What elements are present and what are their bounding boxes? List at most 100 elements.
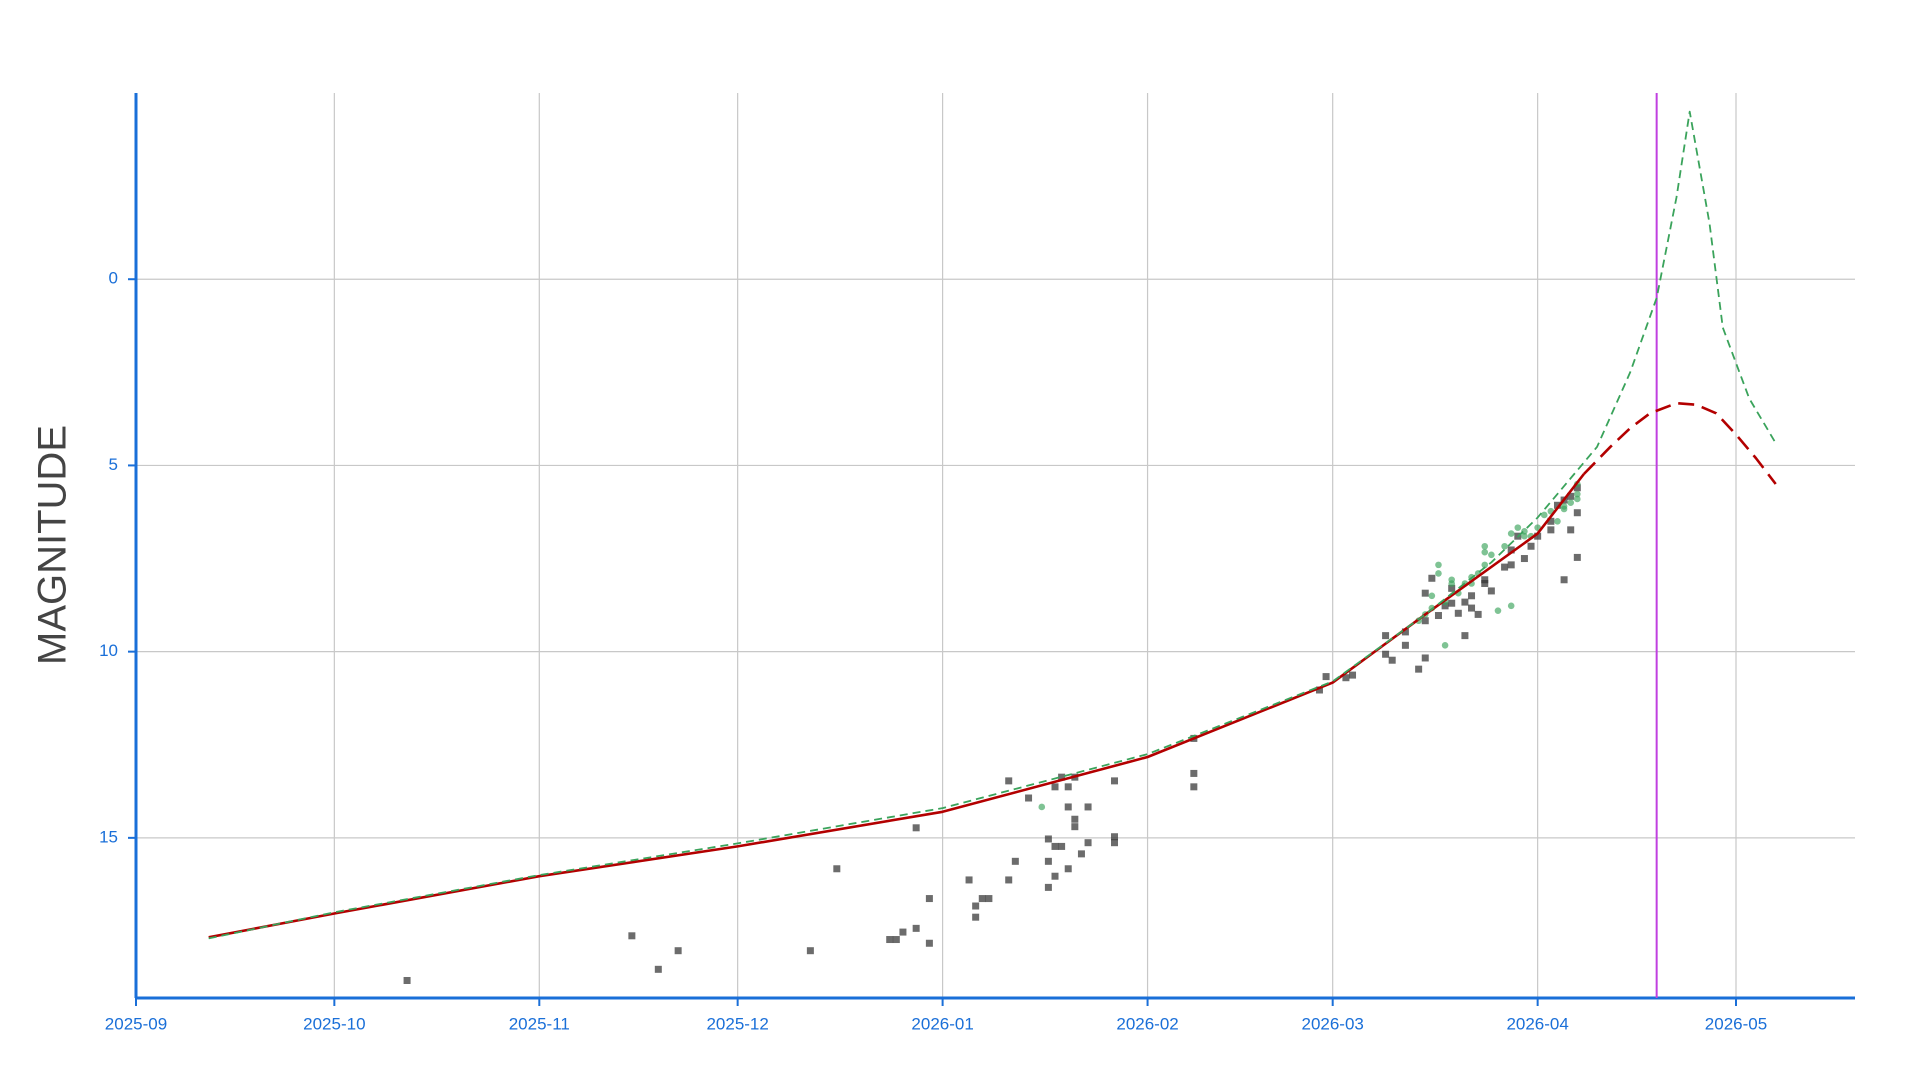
- observation-square: [1434, 612, 1442, 620]
- observation-square: [1051, 872, 1059, 880]
- observation-square: [965, 876, 973, 884]
- y-axis-label: MAGNITUDE: [31, 425, 75, 665]
- observation-square: [892, 936, 900, 944]
- observation-square: [1111, 777, 1119, 785]
- observation-square: [925, 939, 933, 947]
- observation-square: [674, 947, 682, 955]
- observation-square: [1421, 589, 1429, 597]
- observation-square: [1553, 501, 1561, 509]
- observation-square: [972, 902, 980, 910]
- x-tick-label: 2025-11: [509, 1014, 570, 1033]
- observation-square: [1468, 604, 1476, 612]
- y-tick-label: 0: [109, 269, 118, 288]
- observation-square: [1401, 641, 1409, 649]
- observation-dot: [1560, 505, 1568, 513]
- observation-square: [1190, 769, 1198, 777]
- observation-square: [925, 895, 933, 903]
- observation-dot: [1481, 548, 1489, 556]
- fit-line: [208, 110, 1777, 940]
- observation-dot: [1488, 551, 1495, 559]
- observation-dot: [1521, 532, 1528, 540]
- observation-square: [1077, 850, 1085, 858]
- x-tick-label: 2026-05: [1705, 1014, 1767, 1033]
- observation-dot: [1481, 542, 1489, 550]
- observation-square: [1481, 576, 1489, 584]
- observation-square: [1051, 842, 1059, 850]
- observation-square: [1044, 883, 1052, 891]
- observation-square: [1071, 815, 1079, 823]
- observation-square: [1428, 574, 1436, 582]
- observation-square: [1084, 803, 1092, 811]
- x-tick-label: 2025-10: [303, 1014, 365, 1033]
- observation-square: [1567, 526, 1575, 534]
- observation-square: [1560, 576, 1568, 584]
- observation-square: [1573, 509, 1581, 517]
- observation-square: [1415, 665, 1423, 673]
- observation-square: [1382, 632, 1390, 640]
- observation-dot: [1540, 511, 1548, 519]
- observation-square: [1349, 671, 1357, 679]
- observation-square: [1111, 833, 1119, 841]
- observation-square: [1005, 777, 1013, 785]
- observation-square: [1005, 876, 1013, 884]
- observation-square: [1064, 783, 1072, 791]
- observation-square: [1461, 598, 1469, 606]
- observation-square: [403, 976, 411, 984]
- observation-square: [1454, 609, 1462, 617]
- observation-dot: [1481, 561, 1489, 569]
- observation-square: [1421, 617, 1429, 625]
- observation-square: [1064, 803, 1072, 811]
- observation-square: [1111, 839, 1119, 847]
- fit-line: [208, 473, 1585, 939]
- observation-square: [1461, 632, 1469, 640]
- observation-square: [1421, 654, 1429, 662]
- observation-dot: [1567, 499, 1575, 506]
- observation-square: [1388, 656, 1396, 664]
- observation-square: [972, 913, 980, 921]
- observation-dot: [1435, 570, 1442, 577]
- observation-square: [1573, 484, 1581, 492]
- observation-square: [628, 932, 636, 940]
- observation-square: [1025, 794, 1033, 802]
- observation-dot: [1534, 524, 1541, 531]
- observation-square: [1573, 553, 1581, 561]
- x-tick-label: 2025-12: [706, 1014, 768, 1033]
- observation-square: [1527, 542, 1535, 550]
- observation-square: [899, 928, 907, 936]
- observation-square: [806, 947, 814, 955]
- observation-dot: [1428, 592, 1436, 600]
- observation-dot: [1441, 642, 1449, 649]
- observation-square: [1064, 865, 1072, 873]
- observation-dot: [1507, 602, 1515, 610]
- observation-square: [1481, 579, 1489, 587]
- y-tick-label: 10: [99, 641, 118, 660]
- observation-dot: [1494, 607, 1502, 614]
- observation-square: [1044, 835, 1052, 843]
- observation-square: [1567, 492, 1575, 500]
- observation-square: [1547, 526, 1555, 534]
- observation-square: [833, 865, 841, 873]
- observation-square: [1051, 783, 1059, 791]
- observation-square: [1487, 587, 1495, 595]
- observation-square: [912, 824, 920, 832]
- fit-line: [1582, 401, 1777, 485]
- y-tick-label: 15: [99, 827, 118, 846]
- observation-square: [1468, 592, 1476, 600]
- observation-square: [1448, 599, 1456, 607]
- observation-square: [1507, 546, 1515, 554]
- x-tick-label: 2026-02: [1116, 1014, 1178, 1033]
- observation-square: [1401, 628, 1409, 636]
- y-tick-label: 5: [109, 455, 118, 474]
- observation-square: [1071, 823, 1079, 831]
- observation-dot: [1435, 561, 1442, 569]
- x-tick-label: 2025-09: [105, 1014, 167, 1033]
- observation-square: [1084, 839, 1092, 847]
- observation-dot: [1554, 517, 1561, 525]
- observation-square: [978, 895, 986, 903]
- observation-square: [1534, 532, 1542, 540]
- observation-square: [985, 895, 993, 903]
- observation-square: [1190, 783, 1198, 791]
- observation-square: [1507, 561, 1515, 569]
